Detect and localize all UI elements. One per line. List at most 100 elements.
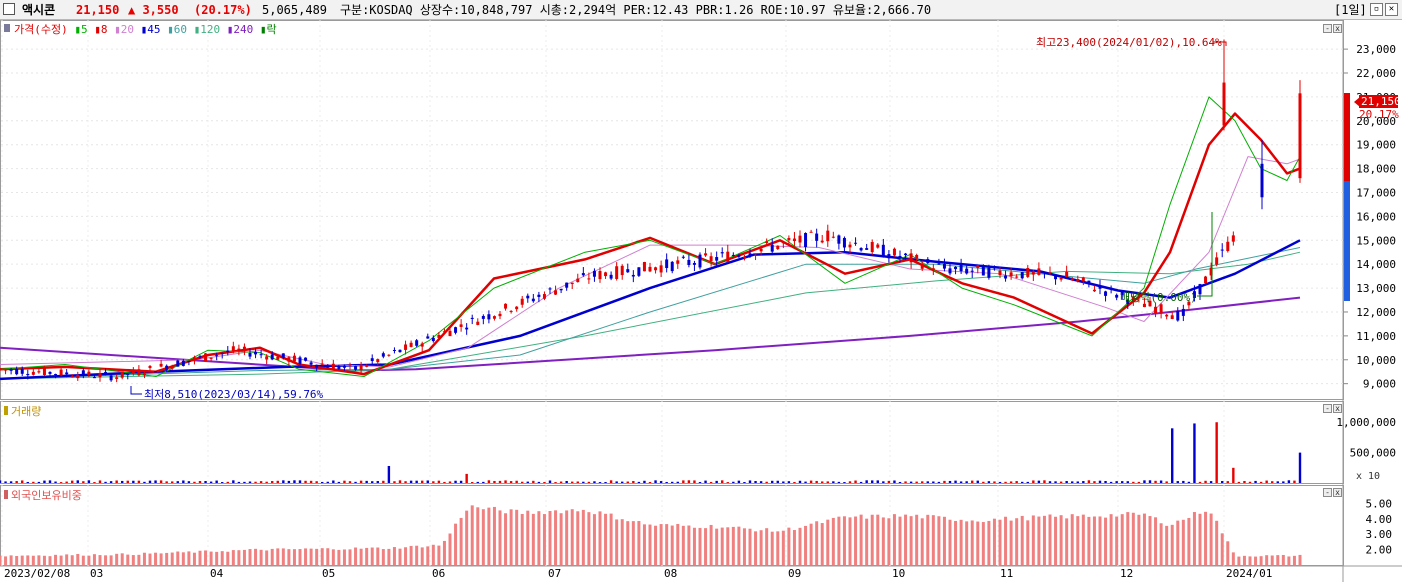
foreign-close-icon[interactable]: x (1333, 488, 1342, 497)
volume-bar (676, 481, 679, 483)
legend-item[interactable]: ▮60 (160, 23, 187, 36)
legend-item[interactable]: 가격(수정) (14, 23, 68, 36)
volume-bar (1282, 481, 1285, 483)
foreign-ratio-bar (254, 548, 258, 565)
foreign-ratio-bar (359, 548, 363, 565)
panel-minimize-icon[interactable]: - (1323, 24, 1332, 33)
foreign-ratio-bar (59, 555, 63, 565)
foreign-ratio-bar (1176, 520, 1180, 565)
volume-bar (1059, 481, 1063, 483)
foreign-ratio-bar (281, 548, 285, 565)
volume-bar (1254, 480, 1257, 483)
ma-line-5 (0, 96, 1301, 377)
candle (1131, 296, 1135, 301)
legend-item[interactable]: ▮120 (187, 23, 220, 36)
volume-bar (165, 481, 168, 483)
legend-item[interactable]: ▮락 (253, 23, 276, 36)
volume-bar (504, 480, 507, 483)
volume-bar (271, 481, 274, 483)
volume-bar (687, 480, 691, 483)
foreign-ratio-bar (598, 511, 602, 565)
volume-close-icon[interactable]: x (1333, 404, 1342, 413)
volume-y-ticks: 1,000,000 500,000 (1336, 416, 1396, 459)
volume-bar (393, 481, 396, 483)
foreign-ratio-bar (1198, 513, 1202, 565)
foreign-ratio-bar (1192, 512, 1196, 565)
window-menu-icon[interactable] (3, 3, 15, 15)
foreign-ratio-bar (104, 555, 108, 565)
foreign-ratio-bar (159, 553, 163, 565)
candle (531, 298, 535, 302)
volume-bar (637, 481, 641, 483)
volume-bar (282, 480, 285, 483)
candle (926, 259, 930, 264)
volume-bar (1293, 480, 1296, 483)
volume-bar (1132, 481, 1135, 483)
legend-item[interactable]: ▮5 (68, 23, 88, 36)
candle (720, 252, 724, 254)
volume-bar (848, 481, 852, 483)
period-button[interactable]: [1일] (1334, 3, 1367, 17)
foreign-ratio-bar (404, 547, 408, 565)
volume-minimize-icon[interactable]: - (1323, 404, 1332, 413)
price-change: ▲ 3,550 (128, 3, 179, 17)
candle (776, 245, 780, 250)
candle (1087, 280, 1091, 284)
candle (492, 316, 496, 319)
foreign-ratio-bar (687, 525, 691, 565)
volume-bar (926, 481, 929, 483)
foreign-ratio-bar (1065, 518, 1069, 565)
candle (115, 377, 119, 379)
foreign-ratio-bar (709, 524, 713, 565)
volume-bar (709, 481, 713, 483)
candle (142, 373, 146, 375)
foreign-ratio-bar (654, 525, 658, 565)
candle (409, 342, 413, 347)
volume-bar (104, 481, 107, 483)
key-candle (1298, 93, 1302, 179)
foreign-ratio-bar (170, 552, 174, 565)
panel-close-icon[interactable]: x (1333, 24, 1342, 33)
foreign-ratio-bar (1059, 515, 1063, 565)
candle (1159, 304, 1163, 314)
foreign-ratio-bar (20, 555, 24, 565)
foreign-ratio-bar (209, 551, 213, 565)
volume-bar (4, 481, 7, 483)
foreign-ratio-bar (1209, 513, 1213, 565)
foreign-ratio-bar (387, 548, 391, 565)
foreign-minimize-icon[interactable]: - (1323, 488, 1332, 497)
dividend-line (1197, 212, 1213, 297)
candle (176, 360, 180, 367)
candle (1142, 303, 1146, 308)
candle (42, 367, 46, 376)
legend-item[interactable]: ▮240 (220, 23, 253, 36)
foreign-ratio-bar (87, 555, 91, 565)
price-tick-label: 16,000 (1356, 210, 1396, 223)
candle (126, 373, 130, 375)
candle (487, 314, 491, 320)
volume-bar (9, 481, 13, 483)
candle (1065, 271, 1069, 277)
candle (304, 357, 308, 361)
foreign-ratio-bar (609, 513, 613, 565)
foreign-ratio-bar (681, 525, 685, 565)
volume-bar (1109, 481, 1113, 483)
foreign-ratio-bar (792, 530, 796, 565)
close-icon[interactable]: ✕ (1385, 3, 1398, 16)
foreign-ratio-bar (1109, 514, 1113, 565)
volume-bar (476, 481, 479, 483)
foreign-ratio-bar (1154, 517, 1158, 565)
candle (1137, 297, 1141, 299)
candle (654, 267, 658, 271)
candle (1231, 235, 1235, 242)
legend-item[interactable]: ▮20 (107, 23, 134, 36)
candle (1026, 267, 1030, 277)
restore-icon[interactable]: ▫ (1370, 3, 1383, 16)
legend-item[interactable]: ▮45 (134, 23, 161, 36)
foreign-ratio-bar (1170, 524, 1174, 565)
foreign-ratio-bar (287, 549, 291, 565)
foreign-ratio-bar (220, 551, 224, 565)
legend-item[interactable]: ▮8 (88, 23, 108, 36)
foreign-ratio-bar (998, 519, 1002, 565)
foreign-ratio-bar (848, 517, 852, 565)
